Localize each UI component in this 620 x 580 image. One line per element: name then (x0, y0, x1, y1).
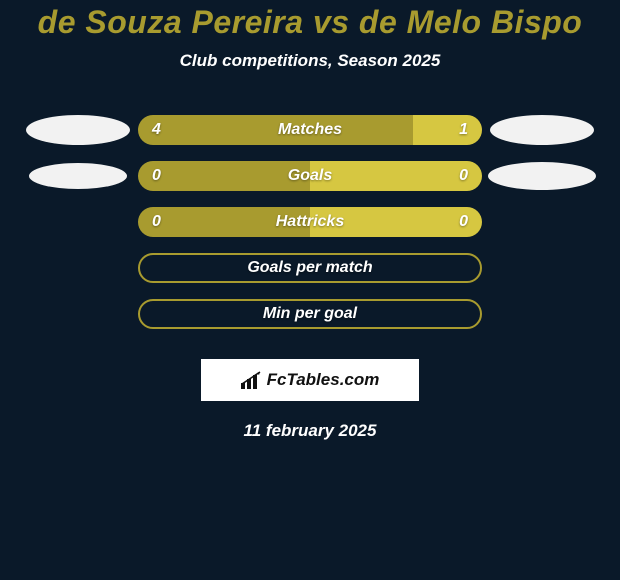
right-team-logo-slot (482, 115, 602, 145)
bar-segment-left (138, 161, 310, 191)
stat-value-left: 0 (152, 167, 161, 185)
team-logo-icon (26, 115, 130, 145)
bar-segment-right (310, 161, 482, 191)
stat-row: Min per goal (18, 299, 602, 329)
stat-value-right: 0 (459, 213, 468, 231)
stat-label: Goals per match (247, 259, 372, 277)
team-logo-icon (488, 162, 596, 190)
bar-segment-right (413, 115, 482, 145)
stat-row: Goals per match (18, 253, 602, 283)
fctables-icon (241, 371, 263, 389)
stat-label: Min per goal (263, 305, 357, 323)
stat-label: Hattricks (276, 213, 344, 231)
branding-text: FcTables.com (267, 370, 380, 390)
stat-value-right: 1 (459, 121, 468, 139)
team-logo-icon (490, 115, 594, 145)
branding-badge: FcTables.com (201, 359, 419, 401)
left-team-logo-slot (18, 163, 138, 189)
page-title: de Souza Pereira vs de Melo Bispo (38, 4, 583, 41)
stat-value-left: 4 (152, 121, 161, 139)
stat-value-left: 0 (152, 213, 161, 231)
stat-row: 0 0 Hattricks (18, 207, 602, 237)
stat-row: 4 1 Matches (18, 115, 602, 145)
stat-bar: 0 0 Hattricks (138, 207, 482, 237)
comparison-card: de Souza Pereira vs de Melo Bispo Club c… (0, 0, 620, 441)
team-logo-icon (29, 163, 127, 189)
stat-row: 0 0 Goals (18, 161, 602, 191)
page-subtitle: Club competitions, Season 2025 (180, 51, 441, 71)
stat-label: Matches (278, 121, 342, 139)
right-team-logo-slot (482, 162, 602, 190)
bar-segment-left (138, 115, 413, 145)
stat-bar: 0 0 Goals (138, 161, 482, 191)
left-team-logo-slot (18, 115, 138, 145)
stat-bar: 4 1 Matches (138, 115, 482, 145)
stat-label: Goals (288, 167, 332, 185)
footer-date: 11 february 2025 (244, 421, 377, 441)
stat-value-right: 0 (459, 167, 468, 185)
stat-bar: Min per goal (138, 299, 482, 329)
stat-rows: 4 1 Matches 0 0 Goals 0 0 Hattricks Goals per mat… (18, 115, 602, 345)
stat-bar: Goals per match (138, 253, 482, 283)
